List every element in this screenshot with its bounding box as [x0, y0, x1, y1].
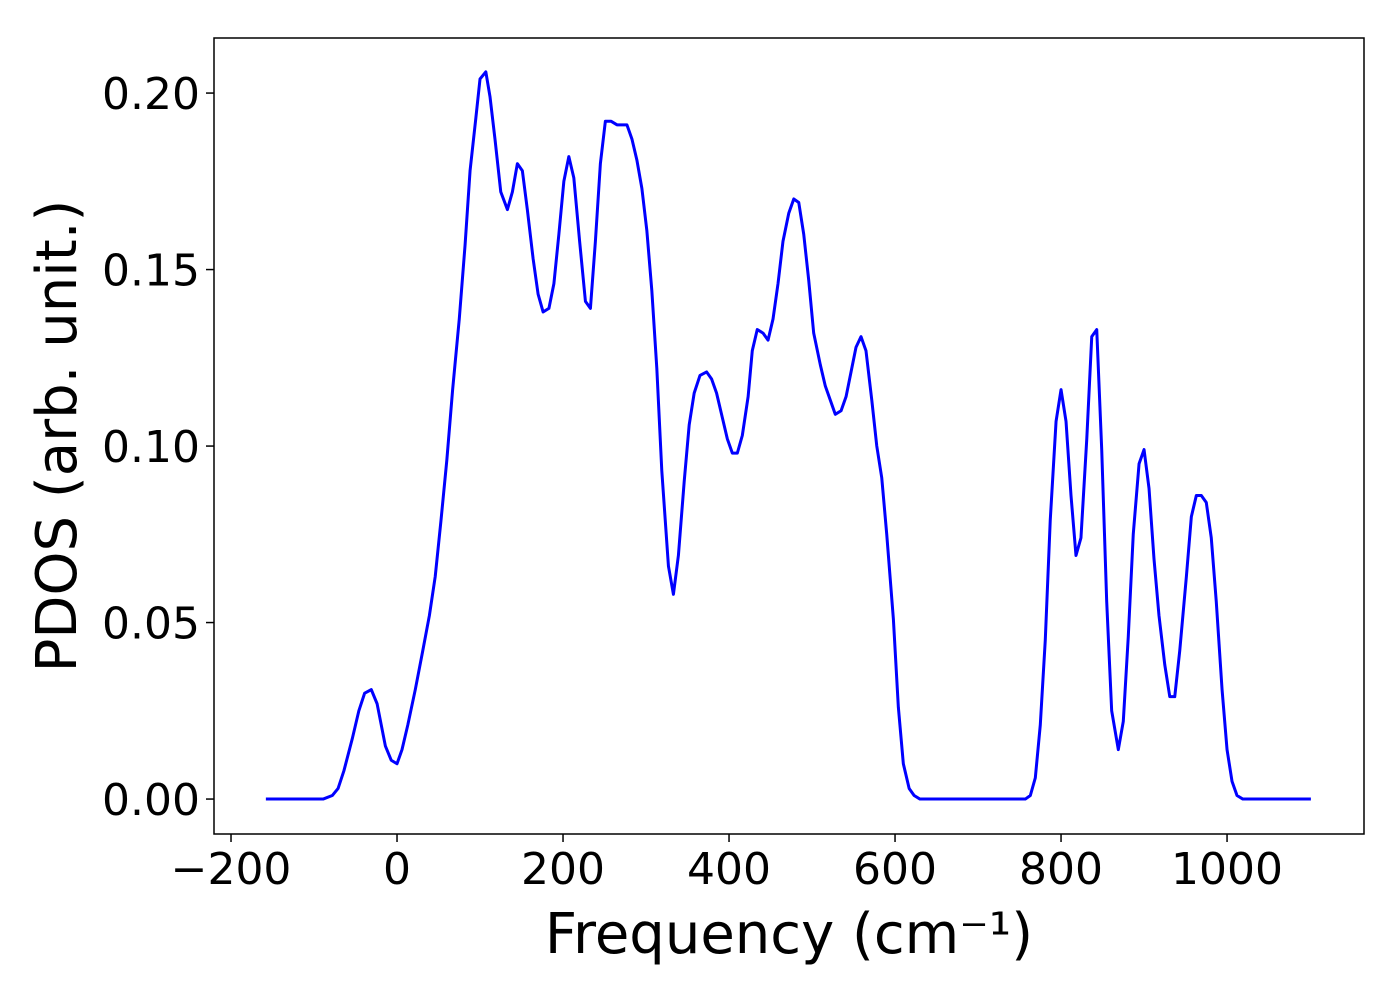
- y-axis-label: PDOS (arb. unit.): [25, 200, 90, 673]
- y-tick-label: 0.15: [102, 246, 200, 297]
- y-tick-label: 0.10: [102, 422, 200, 473]
- line: [265, 70, 1311, 801]
- y-tick-label: 0.20: [102, 69, 200, 120]
- x-tick-label: 600: [853, 844, 937, 895]
- x-tick-label: −200: [171, 844, 292, 895]
- x-axis-label: Frequency (cm⁻¹): [545, 902, 1033, 967]
- y-tick-label: 0.00: [102, 775, 200, 826]
- x-tick-label: 200: [521, 844, 605, 895]
- plot-frame: [213, 37, 1365, 835]
- x-tick-label: 1000: [1171, 844, 1283, 895]
- x-tick-label: 0: [383, 844, 411, 895]
- x-tick-label: 800: [1019, 844, 1103, 895]
- x-tick-label: 400: [687, 844, 771, 895]
- y-tick-label: 0.05: [102, 599, 200, 650]
